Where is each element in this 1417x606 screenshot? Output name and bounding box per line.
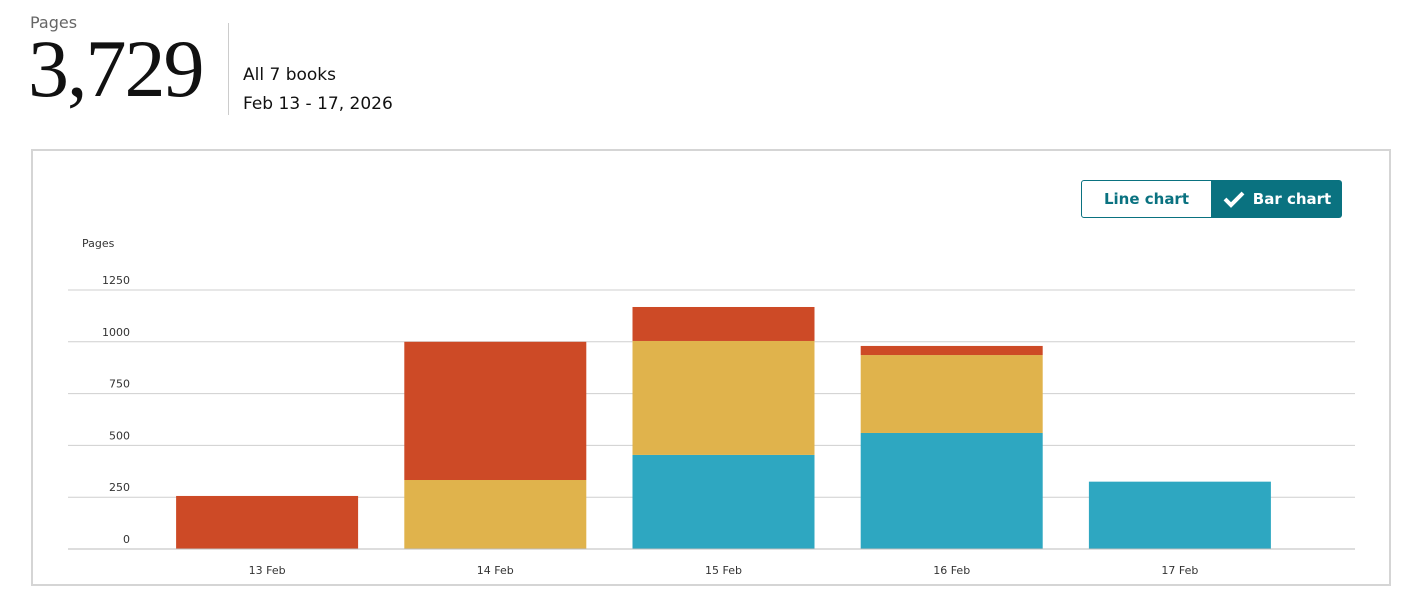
bar-segment bbox=[176, 495, 359, 549]
x-tick-label: 17 Feb bbox=[1161, 564, 1198, 577]
button-label: Bar chart bbox=[1252, 190, 1332, 208]
button-label: Line chart bbox=[1103, 190, 1190, 208]
metric-total: 3,729 bbox=[28, 23, 204, 114]
bar-segment bbox=[860, 345, 1043, 356]
bar-segment bbox=[632, 454, 815, 549]
check-icon bbox=[1223, 191, 1245, 208]
bar-segment bbox=[632, 340, 815, 455]
bar-chart-button[interactable]: Bar chart bbox=[1212, 180, 1342, 218]
line-chart-button[interactable]: Line chart bbox=[1081, 180, 1212, 218]
bar-segment bbox=[404, 341, 587, 481]
y-tick-label: 750 bbox=[109, 378, 130, 391]
chart-panel bbox=[31, 149, 1391, 586]
x-tick-label: 13 Feb bbox=[249, 564, 286, 577]
bar-segment bbox=[860, 355, 1043, 433]
scope: All 7 books bbox=[243, 65, 336, 85]
x-tick-label: 16 Feb bbox=[933, 564, 970, 577]
y-tick-label: 1000 bbox=[102, 326, 130, 339]
bar-segment bbox=[632, 306, 815, 341]
bar-segment bbox=[1088, 481, 1271, 549]
x-tick-label: 15 Feb bbox=[705, 564, 742, 577]
y-tick-label: 500 bbox=[109, 429, 130, 442]
bar-segment bbox=[860, 432, 1043, 549]
bar-segment bbox=[404, 480, 587, 549]
date-range: Feb 13 - 17, 2026 bbox=[243, 94, 393, 114]
metric-label: Pages bbox=[30, 13, 78, 32]
y-tick-label: 1250 bbox=[102, 274, 130, 287]
y-axis-label: Pages bbox=[82, 237, 115, 250]
y-tick-label: 250 bbox=[109, 481, 130, 494]
y-tick-label: 0 bbox=[123, 533, 130, 546]
x-tick-label: 14 Feb bbox=[477, 564, 514, 577]
divider bbox=[228, 23, 229, 115]
